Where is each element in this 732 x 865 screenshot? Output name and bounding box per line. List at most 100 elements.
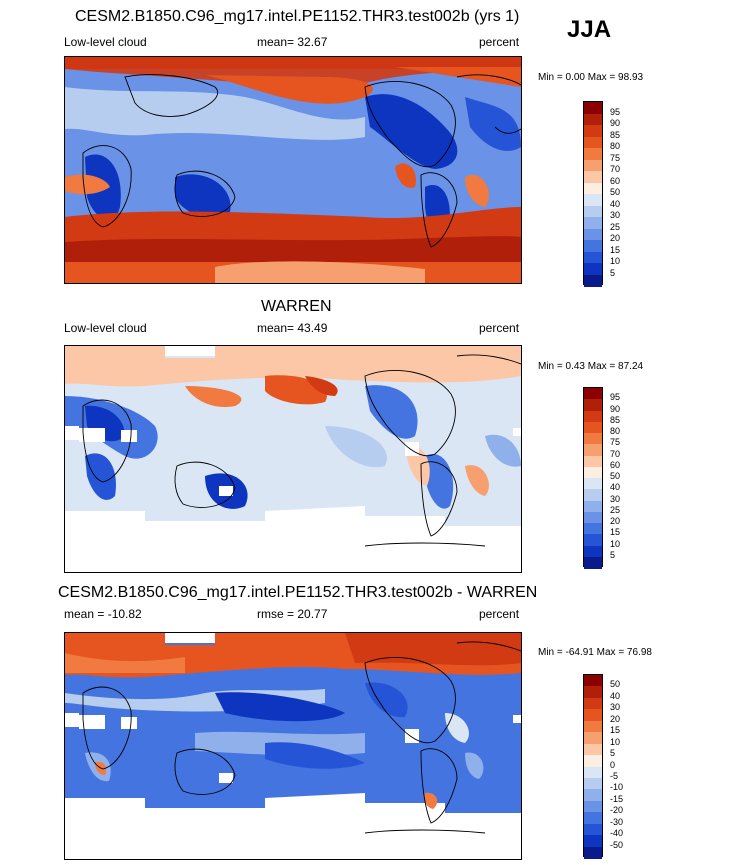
colorbar-tick-label: 95 <box>610 392 621 403</box>
colorbar-tick-label: 30 <box>610 702 621 713</box>
colorbar-tick-label: 85 <box>610 129 621 140</box>
colorbar-tick-label: 20 <box>610 516 621 526</box>
colorbar-swatch <box>584 136 602 149</box>
colorbar-swatch <box>584 846 602 859</box>
colorbar-tick-label: 5 <box>610 748 616 759</box>
colorbar-swatch <box>584 148 602 160</box>
colorbar-tick-label: -40 <box>610 828 624 839</box>
colorbar-swatch <box>584 251 602 264</box>
colorbar-swatch <box>584 835 602 848</box>
colorbar-tick-label: 15 <box>610 527 621 538</box>
panel1-colorbar <box>583 101 603 287</box>
colorbar-tick-label: 15 <box>610 244 621 255</box>
colorbar-swatch <box>584 511 602 524</box>
colorbar-swatch <box>584 720 602 733</box>
colorbar-tick-label: 10 <box>610 736 621 747</box>
colorbar-tick-label: 5 <box>610 549 616 560</box>
panel3-mean-label: mean = -10.82 <box>64 607 142 621</box>
colorbar-tick-label: 95 <box>610 106 621 117</box>
colorbar-tick-label: 25 <box>610 504 621 515</box>
panel1-map <box>64 56 522 284</box>
colorbar-tick-label: 60 <box>610 459 621 470</box>
colorbar-tick-label: -5 <box>610 770 619 781</box>
colorbar-swatch <box>584 755 602 767</box>
colorbar-tick-label: 10 <box>610 256 621 266</box>
colorbar-tick-label: -30 <box>610 816 624 827</box>
colorbar-tick-label: 80 <box>610 426 621 436</box>
colorbar-swatch <box>584 455 602 468</box>
colorbar-swatch <box>584 433 602 445</box>
colorbar-swatch <box>584 263 602 275</box>
colorbar-tick-label: 40 <box>610 482 621 493</box>
panel2-map-svg <box>65 346 521 572</box>
colorbar-swatch <box>584 534 602 546</box>
colorbar-tick-label: 10 <box>610 538 621 549</box>
colorbar-swatch <box>584 766 602 779</box>
colorbar-tick-label: 75 <box>610 152 621 163</box>
colorbar-tick-label: -50 <box>610 839 624 850</box>
colorbar-tick-label: 90 <box>610 403 621 414</box>
colorbar-swatch <box>584 171 602 183</box>
panel2-units-label: percent <box>479 321 520 335</box>
colorbar-swatch <box>584 823 602 836</box>
colorbar-swatch <box>584 388 602 400</box>
colorbar-tick-label: 80 <box>610 141 621 151</box>
colorbar-tick-label: 50 <box>610 471 621 481</box>
colorbar-tick-label: -15 <box>610 793 624 804</box>
colorbar-tick-label: -20 <box>610 805 624 816</box>
panel2-map <box>64 345 522 573</box>
colorbar-tick-label: 30 <box>610 493 621 504</box>
panel3-rmse-label: rmse = 20.77 <box>257 607 328 621</box>
colorbar-swatch <box>584 800 602 813</box>
panel2-minmax: Min = 0.43 Max = 87.24 <box>538 361 644 372</box>
colorbar-swatch <box>584 675 602 687</box>
colorbar-swatch <box>584 500 602 513</box>
colorbar-tick-label: 40 <box>610 198 621 209</box>
panel2-mean-label: mean= 43.49 <box>257 321 328 335</box>
colorbar-swatch <box>584 399 602 411</box>
panel3-minmax: Min = -64.91 Max = 76.98 <box>538 647 652 658</box>
colorbar-swatch <box>584 489 602 501</box>
colorbar-swatch <box>584 777 602 790</box>
colorbar-tick-label: 20 <box>610 233 621 243</box>
colorbar-tick-label: 60 <box>610 175 621 186</box>
panel1-title: CESM2.B1850.C96_mg17.intel.PE1152.THR3.t… <box>75 8 520 25</box>
colorbar-swatch <box>584 102 602 114</box>
panel1-minmax: Min = 0.00 Max = 98.93 <box>538 72 644 83</box>
season-label: JJA <box>567 16 612 43</box>
colorbar-tick-label: 50 <box>610 679 621 690</box>
colorbar-swatch <box>584 697 602 710</box>
colorbar-swatch <box>584 743 602 756</box>
colorbar-swatch <box>584 545 602 558</box>
colorbar-swatch <box>584 194 602 206</box>
panel3-title: CESM2.B1850.C96_mg17.intel.PE1152.THR3.t… <box>58 584 538 601</box>
colorbar-swatch <box>584 444 602 456</box>
colorbar-tick-label: 50 <box>610 187 621 197</box>
colorbar-tick-label: 20 <box>610 713 621 724</box>
colorbar-swatch <box>584 410 602 423</box>
colorbar-tick-label: 70 <box>610 448 621 459</box>
colorbar-tick-label: 90 <box>610 118 621 128</box>
colorbar-swatch <box>584 228 602 241</box>
colorbar-swatch <box>584 205 602 218</box>
colorbar-tick-label: 25 <box>610 221 621 232</box>
colorbar-tick-label: 30 <box>610 210 621 220</box>
colorbar-swatch <box>584 686 602 699</box>
colorbar-swatch <box>584 732 602 745</box>
colorbar-tick-label: -10 <box>610 782 624 793</box>
colorbar-tick-label: 40 <box>610 690 621 701</box>
panel2-colorbar <box>583 387 603 569</box>
colorbar-tick-label: 75 <box>610 437 621 448</box>
colorbar-swatch <box>584 478 602 490</box>
colorbar-swatch <box>584 421 602 434</box>
panel2-variable-label: Low-level cloud <box>64 321 147 335</box>
panel3-units-label: percent <box>479 607 520 621</box>
colorbar-swatch <box>584 182 602 195</box>
colorbar-swatch <box>584 812 602 825</box>
panel3-map <box>64 632 522 860</box>
colorbar-swatch <box>584 125 602 137</box>
panel1-mean-label: mean= 32.67 <box>257 35 328 49</box>
colorbar-tick-label: 5 <box>610 267 616 278</box>
panel1-map-svg <box>65 57 521 283</box>
colorbar-swatch <box>584 217 602 229</box>
